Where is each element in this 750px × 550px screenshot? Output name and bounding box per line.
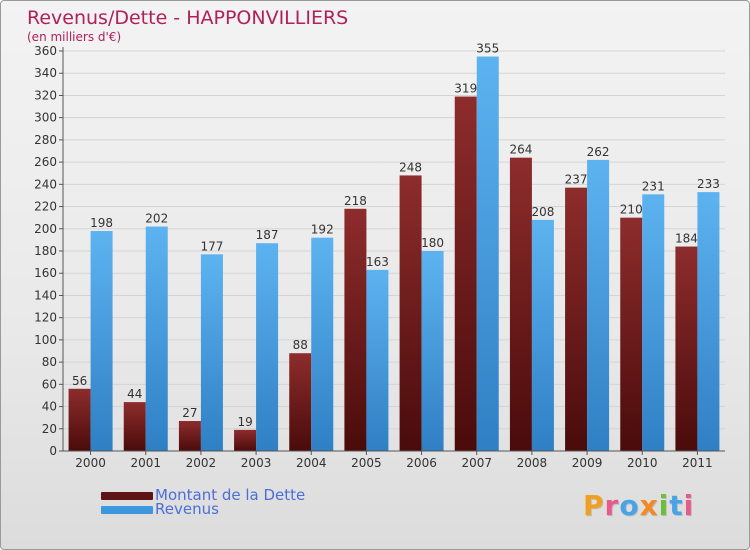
bar-revenue [697, 192, 720, 451]
data-label-debt: 237 [565, 173, 588, 187]
bar-debt [344, 208, 367, 451]
data-label-debt: 88 [293, 338, 308, 352]
bar-revenue [145, 226, 168, 451]
bar-debt [675, 246, 698, 451]
y-tick-label: 100 [34, 333, 57, 347]
x-tick-label: 2010 [627, 456, 658, 470]
bar-revenue [642, 194, 665, 452]
y-axis: 0 20 40 60 80 100 120 140 160 180 200 220 240 260 280 3… [34, 44, 64, 458]
data-label-revenue: 177 [200, 239, 223, 253]
data-label-revenue: 262 [587, 145, 610, 159]
x-tick-label: 2003 [241, 456, 272, 470]
data-label-debt: 56 [72, 374, 87, 388]
y-tick-label: 160 [34, 266, 57, 280]
data-label-debt: 264 [509, 143, 532, 157]
x-tick-label: 2005 [351, 456, 382, 470]
data-label-debt: 218 [344, 194, 367, 208]
y-tick-label: 0 [49, 444, 57, 458]
data-label-revenue: 163 [366, 255, 389, 269]
y-tick-label: 120 [34, 311, 57, 325]
bar-revenue [421, 251, 444, 451]
bar-debt [399, 175, 422, 451]
x-tick-label: 2002 [186, 456, 217, 470]
legend-swatch-debt [101, 491, 153, 500]
data-label-debt: 27 [182, 406, 197, 420]
y-tick-label: 360 [34, 44, 57, 58]
bar-revenue [531, 219, 554, 451]
legend-item-debt: Montant de la Dette [101, 486, 305, 504]
bar-debt [289, 353, 312, 451]
data-label-revenue: 202 [145, 212, 168, 226]
bar-debt [178, 421, 201, 451]
y-tick-label: 260 [34, 155, 57, 169]
unit-note: (en milliers d'€) [27, 30, 122, 44]
bar-revenue [366, 269, 389, 451]
data-label-revenue: 233 [697, 177, 720, 191]
x-tick-label: 2007 [461, 456, 492, 470]
bar-revenue [587, 159, 610, 451]
data-label-revenue: 231 [642, 179, 665, 193]
data-label-debt: 248 [399, 160, 422, 174]
data-label-revenue: 192 [311, 223, 334, 237]
chart-title: Revenus/Dette - HAPPONVILLIERS [27, 7, 349, 29]
legend-label-revenue: Revenus [155, 500, 219, 518]
x-tick-label: 2009 [572, 456, 603, 470]
bar-debt [123, 402, 146, 451]
y-tick-label: 80 [42, 355, 57, 369]
y-tick-label: 220 [34, 200, 57, 214]
bars: 56 198 44 202 27 177 19 187 88 192 218 163 248 180 319… [68, 42, 720, 452]
data-label-debt: 19 [237, 415, 252, 429]
data-label-revenue: 187 [256, 228, 279, 242]
bar-revenue [200, 254, 223, 451]
grid-lines [63, 50, 725, 452]
x-tick-label: 2004 [296, 456, 327, 470]
bar-revenue [311, 237, 334, 451]
bar-debt [620, 217, 643, 451]
data-label-debt: 184 [675, 232, 698, 246]
y-tick-label: 60 [42, 377, 57, 391]
y-tick-label: 280 [34, 133, 57, 147]
x-tick-label: 2000 [75, 456, 106, 470]
data-label-revenue: 355 [476, 42, 499, 56]
data-label-debt: 319 [454, 82, 477, 96]
x-axis: 2000 2001 2002 2003 2004 2005 2006 2007 2008 2009… [63, 450, 725, 470]
y-tick-label: 140 [34, 288, 57, 302]
y-tick-label: 240 [34, 177, 57, 191]
x-tick-label: 2008 [517, 456, 548, 470]
legend-swatch-revenue [101, 505, 153, 514]
proxiti-logo: Proxiti [583, 489, 695, 522]
y-tick-label: 20 [42, 422, 57, 436]
legend-item-revenue: Revenus [101, 500, 219, 518]
bar-debt [68, 388, 91, 451]
bar-debt [454, 96, 477, 452]
data-label-revenue: 198 [90, 216, 113, 230]
y-tick-label: 340 [34, 66, 57, 80]
data-label-debt: 210 [620, 203, 643, 217]
x-tick-label: 2011 [682, 456, 713, 470]
bar-revenue [476, 56, 499, 452]
data-label-debt: 44 [127, 387, 142, 401]
x-tick-label: 2006 [406, 456, 437, 470]
y-tick-label: 320 [34, 88, 57, 102]
y-tick-label: 40 [42, 400, 57, 414]
bar-debt [565, 187, 588, 451]
y-tick-label: 300 [34, 111, 57, 125]
bar-revenue [90, 231, 113, 451]
data-label-revenue: 180 [421, 236, 444, 250]
bar-debt [234, 429, 257, 451]
y-tick-label: 180 [34, 244, 57, 258]
legend-label-debt: Montant de la Dette [155, 486, 306, 504]
y-tick-label: 200 [34, 222, 57, 236]
x-tick-label: 2001 [130, 456, 161, 470]
data-label-revenue: 208 [531, 205, 554, 219]
bar-debt [509, 157, 532, 451]
bar-revenue [256, 243, 279, 451]
